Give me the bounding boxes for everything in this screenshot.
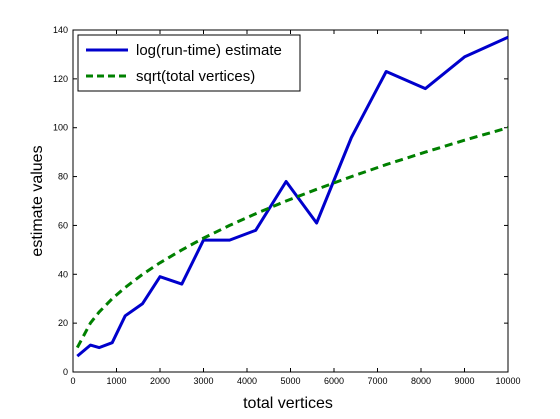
- y-tick-label: 120: [53, 74, 68, 84]
- x-tick-label: 5000: [280, 376, 300, 386]
- y-tick-label: 0: [63, 367, 68, 377]
- x-tick-label: 1000: [106, 376, 126, 386]
- x-tick-label: 4000: [237, 376, 257, 386]
- legend-box: [77, 34, 301, 92]
- x-tick-label: 10000: [495, 376, 520, 386]
- x-tick-label: 6000: [324, 376, 344, 386]
- y-tick-label: 40: [58, 269, 68, 279]
- x-tick-label: 2000: [150, 376, 170, 386]
- x-tick-label: 8000: [411, 376, 431, 386]
- y-tick-label: 80: [58, 172, 68, 182]
- series-layer: [75, 35, 509, 358]
- y-tick-label: 100: [53, 123, 68, 133]
- legend-label-log-runtime: log(run-time) estimate: [136, 42, 282, 59]
- x-tick-label: 9000: [454, 376, 474, 386]
- y-tick-label: 20: [58, 318, 68, 328]
- legend: log(run-time) estimate sqrt(total vertic…: [77, 34, 301, 92]
- ticks-layer: 0 1000 2000 3000 4000 5000 6000 7000 8000 9000 100…: [53, 25, 521, 386]
- x-tick-label: 0: [70, 376, 75, 386]
- y-tick-label: 60: [58, 220, 68, 230]
- y-tick-label: 140: [53, 25, 68, 35]
- series-log-runtime-line: [76, 35, 509, 358]
- legend-label-sqrt-vertices: sqrt(total vertices): [136, 68, 255, 85]
- series-sqrt-vertices-line: [75, 126, 509, 349]
- x-tick-label: 7000: [367, 376, 387, 386]
- x-tick-label: 3000: [193, 376, 213, 386]
- x-axis-label: total vertices: [243, 395, 333, 412]
- y-axis-label: estimate values: [29, 145, 46, 256]
